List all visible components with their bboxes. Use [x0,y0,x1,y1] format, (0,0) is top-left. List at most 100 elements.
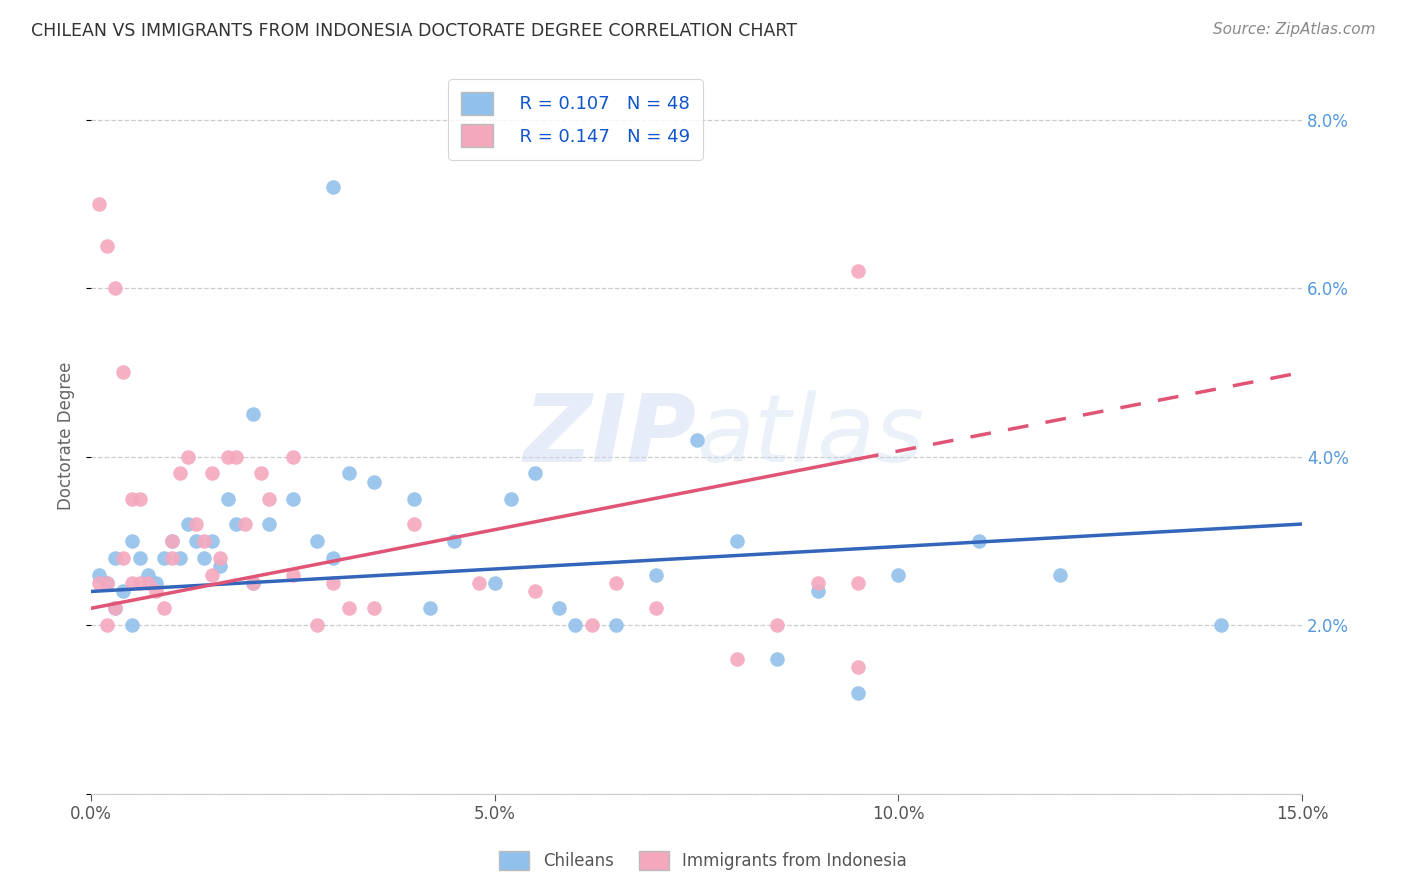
Point [307,618,329,632]
Point [233,516,256,531]
Point [339,467,361,481]
Point [89,576,111,591]
Point [807,576,830,591]
Point [104,601,127,615]
Point [281,567,304,582]
Point [201,467,224,481]
Point [153,601,176,615]
Point [846,660,869,674]
Point [112,584,135,599]
Point [363,475,385,489]
Point [419,601,441,615]
Point [524,467,547,481]
Text: ZIP: ZIP [523,390,696,482]
Point [128,491,150,506]
Point [96,239,118,253]
Point [112,550,135,565]
Point [363,601,385,615]
Point [121,576,143,591]
Point [807,584,830,599]
Point [846,576,869,591]
Point [322,180,344,194]
Legend: Chileans, Immigrants from Indonesia: Chileans, Immigrants from Indonesia [492,844,914,877]
Point [193,533,215,548]
Point [160,533,183,548]
Point [136,567,159,582]
Point [193,550,215,565]
Point [153,550,176,565]
Point [184,533,207,548]
Point [645,601,668,615]
Point [177,516,200,531]
Point [339,601,361,615]
Point [524,584,547,599]
Point [846,685,869,699]
Point [322,550,344,565]
Point [725,533,748,548]
Point [121,533,143,548]
Point [128,550,150,565]
Point [160,550,183,565]
Point [242,408,264,422]
Point [1211,618,1233,632]
Point [225,450,247,464]
Point [96,576,118,591]
Point [217,450,239,464]
Point [209,559,232,574]
Point [104,281,127,295]
Point [145,584,167,599]
Point [89,567,111,582]
Point [242,576,264,591]
Point [564,618,586,632]
Point [112,365,135,379]
Point [169,550,191,565]
Point [402,491,425,506]
Point [1049,567,1071,582]
Point [725,652,748,666]
Point [645,567,668,582]
Point [322,576,344,591]
Point [257,491,280,506]
Point [766,652,789,666]
Point [121,491,143,506]
Point [177,450,200,464]
Point [121,618,143,632]
Point [169,467,191,481]
Text: atlas: atlas [696,390,925,481]
Point [766,618,789,632]
Point [281,491,304,506]
Text: CHILEAN VS IMMIGRANTS FROM INDONESIA DOCTORATE DEGREE CORRELATION CHART: CHILEAN VS IMMIGRANTS FROM INDONESIA DOC… [31,22,797,40]
Point [89,197,111,211]
Point [257,516,280,531]
Point [249,467,271,481]
Y-axis label: Doctorate Degree: Doctorate Degree [58,361,75,509]
Point [846,264,869,278]
Point [605,576,627,591]
Point [967,533,990,548]
Point [104,601,127,615]
Point [209,550,232,565]
Text: Source: ZipAtlas.com: Source: ZipAtlas.com [1212,22,1375,37]
Point [467,576,489,591]
Point [96,576,118,591]
Point [581,618,603,632]
Point [184,516,207,531]
Point [281,450,304,464]
Point [685,433,707,447]
Point [499,491,522,506]
Point [201,567,224,582]
Point [402,516,425,531]
Point [145,576,167,591]
Point [443,533,465,548]
Point [160,533,183,548]
Point [201,533,224,548]
Point [136,576,159,591]
Point [104,550,127,565]
Point [242,576,264,591]
Point [307,533,329,548]
Point [605,618,627,632]
Point [128,576,150,591]
Point [887,567,910,582]
Point [96,618,118,632]
Legend:   R = 0.107   N = 48,   R = 0.147   N = 49: R = 0.107 N = 48, R = 0.147 N = 49 [449,79,703,160]
